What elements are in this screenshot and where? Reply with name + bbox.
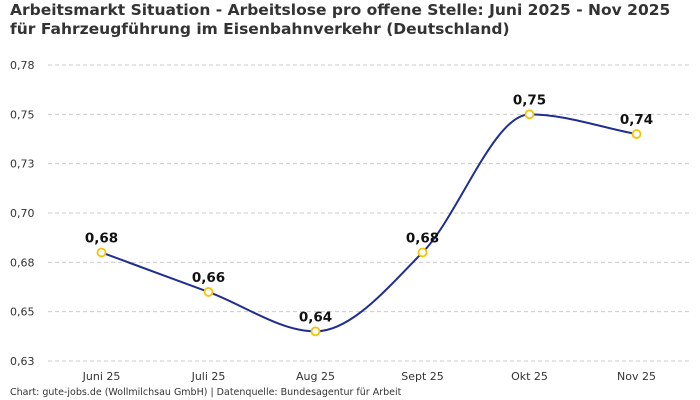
chart-title: Arbeitsmarkt Situation - Arbeitslose pro… xyxy=(10,1,671,38)
y-tick-label: 0,70 xyxy=(10,207,35,220)
y-tick-label: 0,75 xyxy=(10,108,35,121)
data-point xyxy=(524,109,535,120)
x-tick-label: Sept 25 xyxy=(401,370,444,383)
data-point xyxy=(631,129,642,139)
x-tick-label: Okt 25 xyxy=(511,370,548,383)
y-tick-label: 0,78 xyxy=(10,59,35,72)
y-tick-label: 0,63 xyxy=(10,355,35,368)
data-label: 0,75 xyxy=(513,92,546,108)
y-tick-label: 0,65 xyxy=(10,306,35,319)
data-point xyxy=(96,247,107,258)
y-tick-label: 0,68 xyxy=(10,256,35,269)
data-label: 0,64 xyxy=(299,309,332,325)
data-label: 0,68 xyxy=(406,230,439,246)
data-point xyxy=(203,287,214,297)
chart-footer: Chart: gute-jobs.de (Wollmilchsau GmbH) … xyxy=(10,387,402,398)
data-point xyxy=(417,247,428,258)
data-point xyxy=(310,326,321,337)
x-tick-label: Juli 25 xyxy=(191,370,226,383)
y-tick-label: 0,73 xyxy=(10,158,35,171)
x-tick-label: Aug 25 xyxy=(296,370,335,383)
x-tick-label: Nov 25 xyxy=(617,370,656,383)
x-tick-label: Juni 25 xyxy=(82,370,121,383)
series-line xyxy=(101,113,637,333)
data-label: 0,68 xyxy=(85,230,118,246)
data-label: 0,74 xyxy=(620,112,653,128)
data-label: 0,66 xyxy=(192,270,225,286)
